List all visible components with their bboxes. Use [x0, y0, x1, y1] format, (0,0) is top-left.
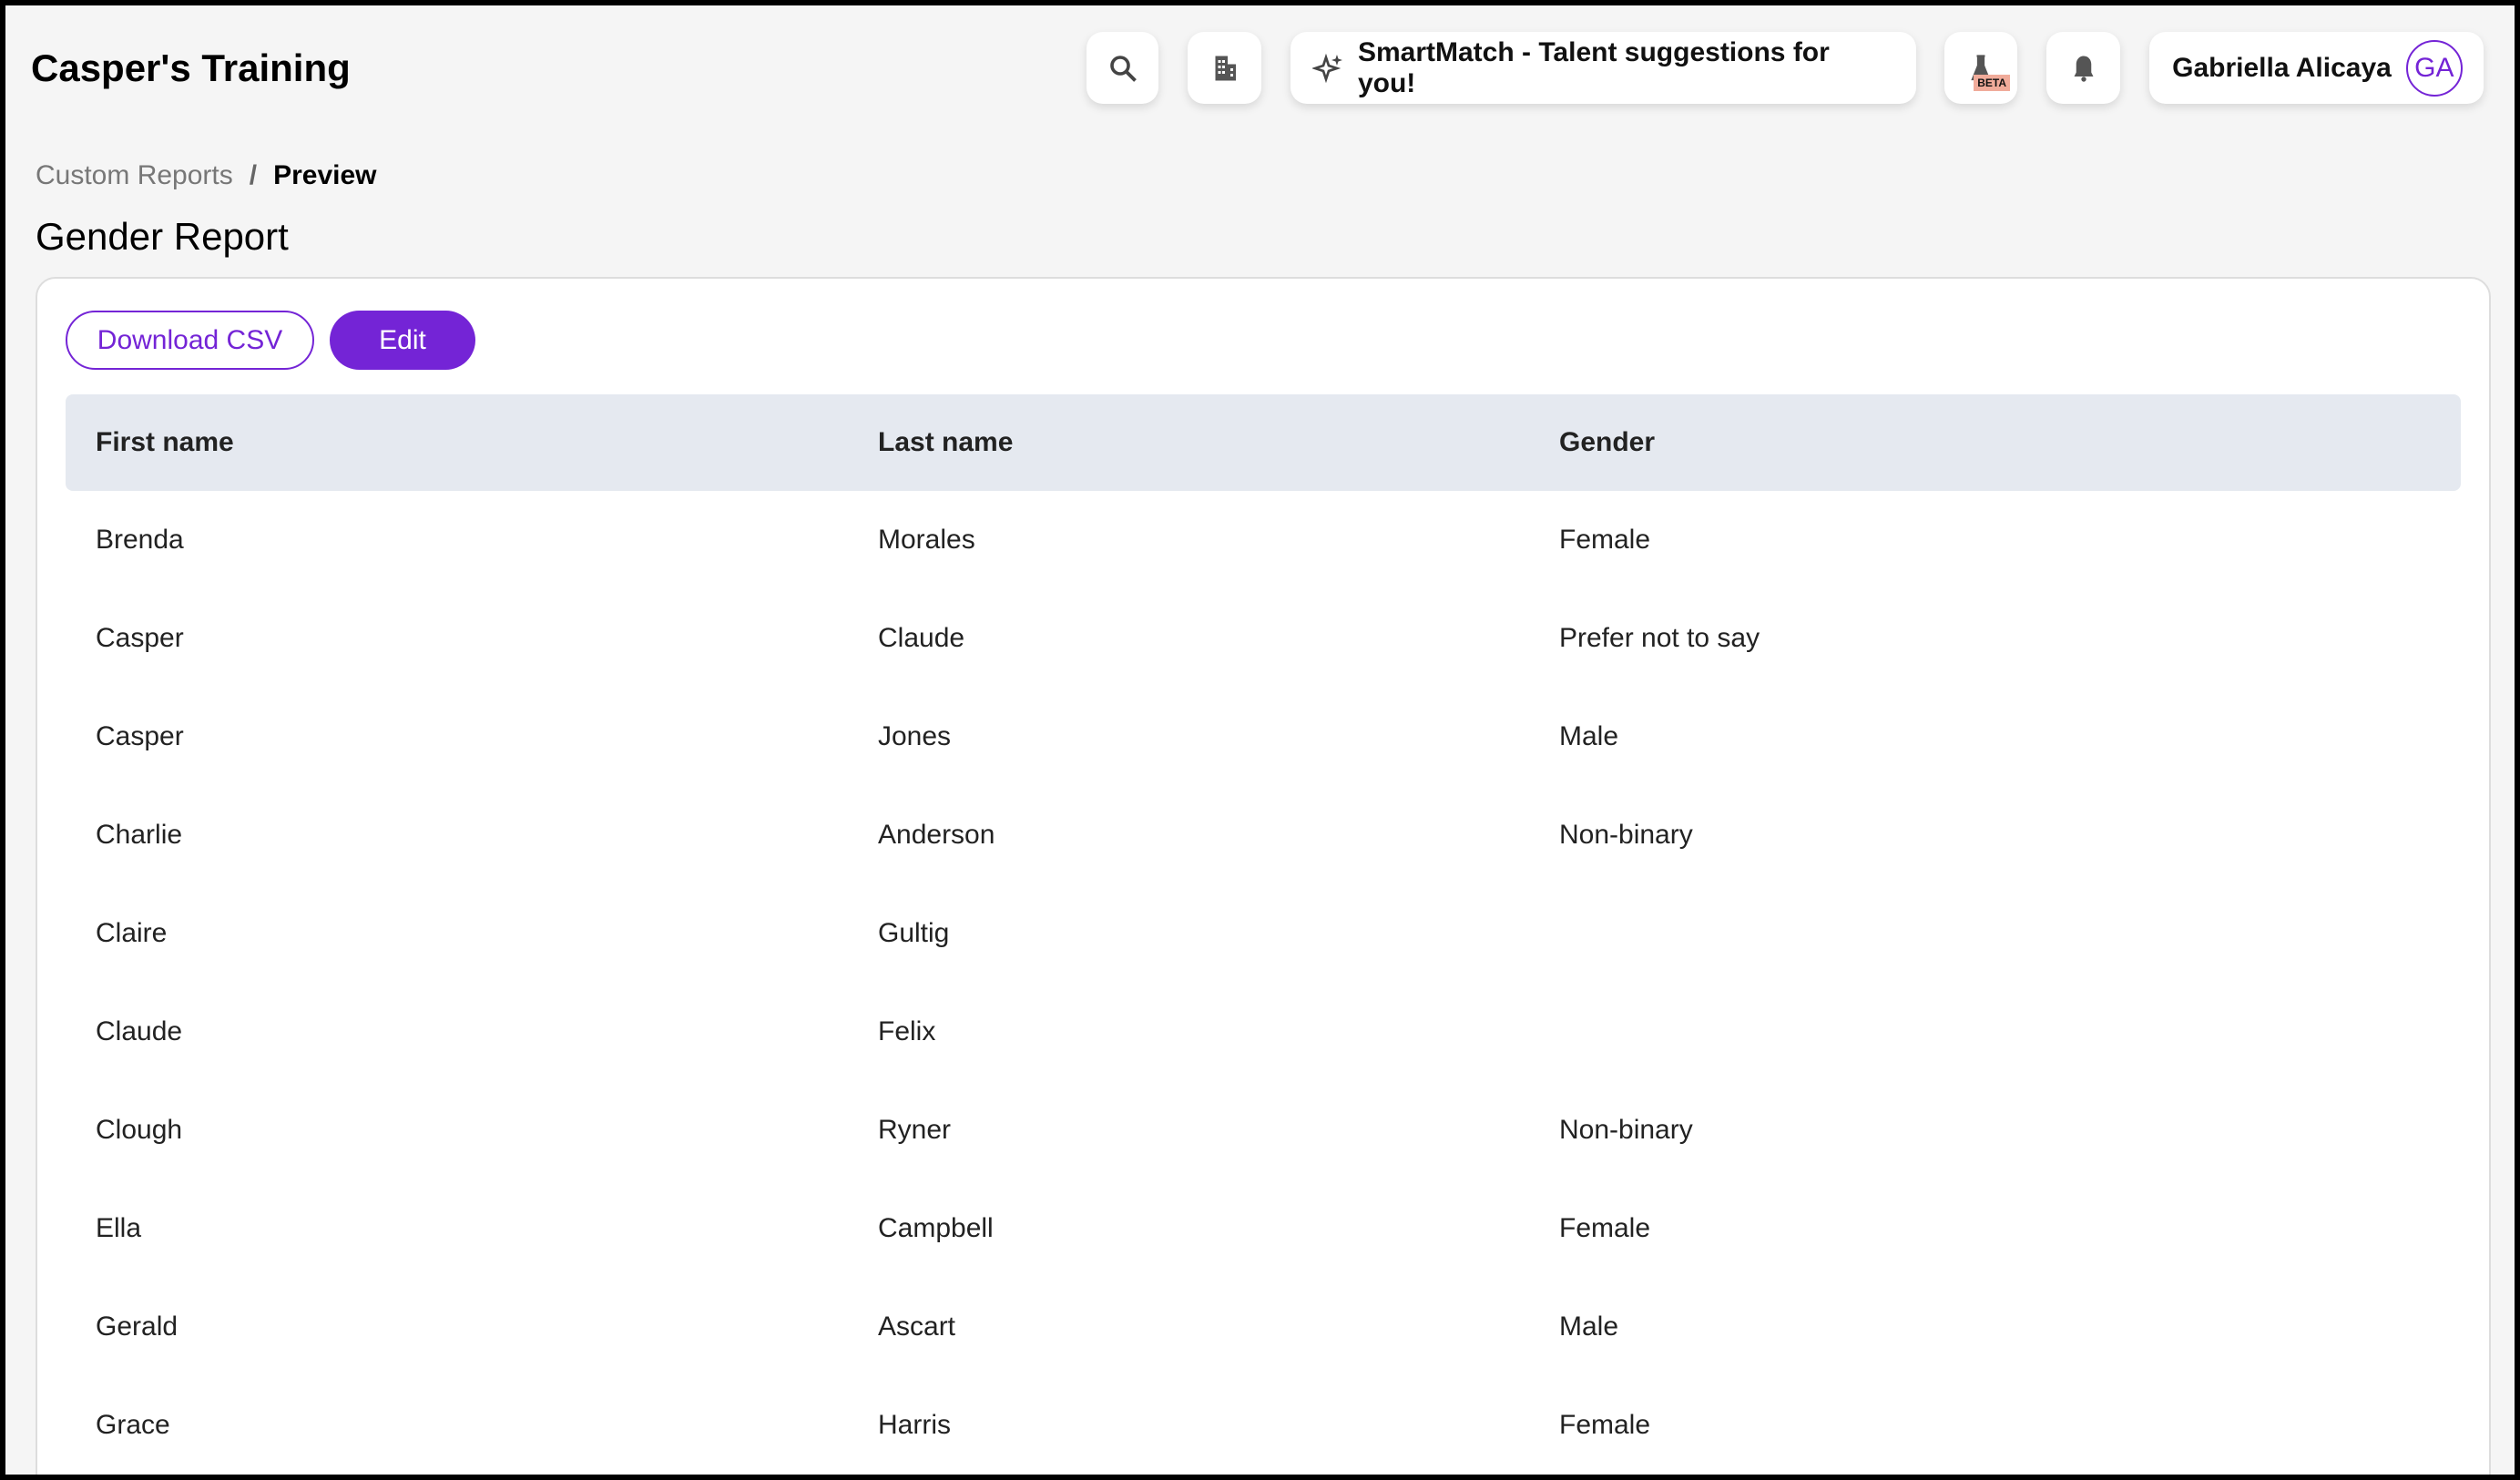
cell-first-name: Charlie — [96, 820, 183, 850]
search-button[interactable] — [1087, 32, 1158, 104]
smartmatch-label: SmartMatch - Talent suggestions for you! — [1357, 36, 1830, 98]
cell-last-name: Campbell — [878, 1213, 994, 1243]
cell-first-name: Claude — [96, 1016, 183, 1046]
cell-first-name: Brenda — [96, 525, 184, 555]
company-button[interactable] — [1188, 32, 1261, 104]
table-header-row: First name Last name Gender — [66, 394, 2461, 491]
beta-labs-button[interactable]: BETA — [1944, 32, 2017, 104]
table-row: Charlie Anderson Non-binary — [66, 786, 2461, 884]
table-row: Clough Ryner Non-binary — [66, 1081, 2461, 1179]
smartmatch-button[interactable]: SmartMatch - Talent suggestions for you! — [1291, 32, 1916, 104]
building-icon — [1215, 56, 1236, 80]
cell-gender: Male — [1559, 721, 1619, 751]
cell-first-name: Casper — [96, 721, 184, 751]
brand-title: Casper's Training — [31, 46, 351, 89]
cell-gender: Female — [1559, 1213, 1651, 1243]
table-row: Claude Felix — [66, 983, 2461, 1081]
user-name: Gabriella Alicaya — [2172, 52, 2392, 83]
cell-first-name: Clough — [96, 1115, 183, 1145]
cell-last-name: Claude — [878, 623, 965, 653]
cell-gender: Non-binary — [1559, 820, 1693, 850]
beta-badge: BETA — [1974, 75, 2010, 91]
cell-first-name: Casper — [96, 623, 184, 653]
breadcrumb-separator: / — [249, 160, 258, 190]
page: Casper's Training SmartMatch - Talent su… — [5, 5, 2515, 1475]
cell-first-name: Claire — [96, 918, 168, 948]
cell-last-name: Felix — [878, 1016, 936, 1046]
download-csv-button[interactable]: Download CSV — [66, 311, 314, 370]
page-title: Gender Report — [36, 215, 289, 258]
cell-gender: Prefer not to say — [1559, 623, 1760, 653]
cell-first-name: Grace — [96, 1410, 170, 1440]
table-row: Casper Jones Male — [66, 688, 2461, 786]
avatar: GA — [2405, 39, 2463, 97]
table-row: Grace Harris Female — [66, 1376, 2461, 1475]
notifications-button[interactable] — [2046, 32, 2120, 104]
report-table: First name Last name Gender Brenda Morale… — [66, 394, 2461, 1475]
cell-last-name: Anderson — [878, 820, 995, 850]
cell-gender: Non-binary — [1559, 1115, 1693, 1145]
column-header-last-name[interactable]: Last name — [848, 394, 1529, 491]
cell-last-name: Jones — [878, 721, 952, 751]
cell-gender: Female — [1559, 1410, 1651, 1440]
cell-first-name: Ella — [96, 1213, 142, 1243]
cell-gender — [1529, 884, 2461, 983]
column-header-gender[interactable]: Gender — [1529, 394, 2461, 491]
cell-first-name: Gerald — [96, 1312, 179, 1342]
cell-gender — [1529, 983, 2461, 1081]
breadcrumb-custom-reports[interactable]: Custom Reports — [36, 160, 233, 190]
cell-last-name: Morales — [878, 525, 975, 555]
edit-button[interactable]: Edit — [330, 311, 475, 370]
table-row: Casper Claude Prefer not to say — [66, 589, 2461, 688]
column-header-first-name[interactable]: First name — [66, 394, 848, 491]
breadcrumb-current: Preview — [273, 160, 377, 190]
table-row: Claire Gultig — [66, 884, 2461, 983]
search-icon — [1109, 55, 1137, 82]
cell-last-name: Ryner — [878, 1115, 952, 1145]
table-row: Ella Campbell Female — [66, 1179, 2461, 1278]
report-card: Download CSV Edit First name Last name G… — [36, 277, 2491, 1475]
cell-last-name: Gultig — [878, 918, 950, 948]
bell-icon — [2074, 56, 2093, 82]
user-menu[interactable]: Gabriella Alicaya GA — [2149, 32, 2484, 104]
breadcrumb: Custom Reports / Preview — [36, 160, 377, 191]
table-row: Gerald Ascart Male — [66, 1278, 2461, 1376]
cell-last-name: Harris — [878, 1410, 951, 1440]
table-row: Brenda Morales Female — [66, 491, 2461, 589]
cell-gender: Male — [1559, 1312, 1619, 1342]
cell-last-name: Ascart — [878, 1312, 956, 1342]
cell-gender: Female — [1559, 525, 1651, 555]
sparkle-icon — [1312, 53, 1342, 83]
